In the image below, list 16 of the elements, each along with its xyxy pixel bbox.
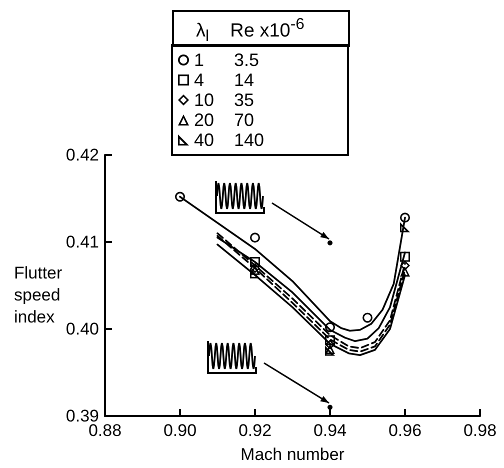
text: 4 14 [194,70,254,90]
legend-label: 10 35 [194,90,254,110]
x-axis-title: Mach number [240,445,345,464]
legend-label: 40 140 [194,130,264,150]
x-tick-label: 0.98 [463,421,497,440]
legend-label: 20 70 [194,110,254,130]
x-tick-label: 0.90 [163,421,197,440]
x-tick-label: 0.92 [238,421,272,440]
y-axis-title: Flutter speed index [14,264,67,326]
text: 1 3.5 [194,50,260,70]
x-tick-label: 0.94 [313,421,347,440]
y-tick-label: 0.40 [66,320,99,338]
x-tick-label: 0.96 [388,421,422,440]
text: λ$_{l}$ Re x10$^{-6}$ [196,16,304,46]
y-tick-label: 0.41 [66,232,99,252]
y-tick-label: 0.42 [66,146,99,164]
